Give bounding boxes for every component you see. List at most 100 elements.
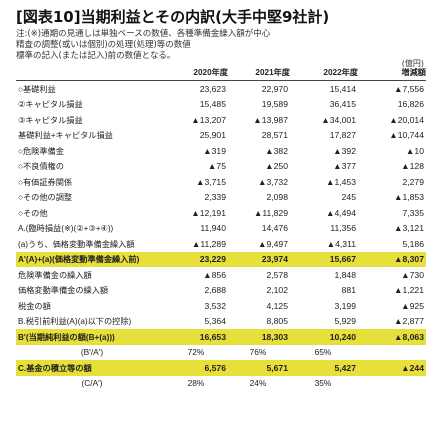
cell-value: 28% (187, 378, 205, 389)
table-row: (B'/A') 72% 76% 65% (16, 345, 426, 361)
cell-value: 23,974 (228, 251, 290, 267)
table-row: 危険準備金の繰入額 ▲856 2,578 1,848 ▲730 (16, 267, 426, 283)
cell-value: 3,532 (204, 300, 226, 311)
table-row: ○基礎利益 23,623 22,970 15,414 ▲7,556 (16, 81, 426, 97)
table-row: 税金の額 3,532 4,125 3,199 ▲925 (16, 298, 426, 314)
table-header-row: 2020年度 2021年度 2022年度 増減額 (16, 64, 426, 81)
cell-value: 4,125 (266, 300, 288, 311)
cell-value: 5,186 (402, 238, 424, 249)
row-label: ②キャピタル損益 (18, 100, 83, 110)
table-row: 価格変動準備金の繰入額 2,688 2,102 881 ▲1,221 (16, 283, 426, 299)
table-row: C.基金の積立等の額 6,576 5,671 5,427 ▲244 (16, 360, 426, 376)
table-row: ○その他 ▲12,191 ▲11,829 ▲4,494 7,335 (16, 205, 426, 221)
table-row: ③キャピタル損益 ▲13,207 ▲13,987 ▲34,001 ▲20,014 (16, 112, 426, 128)
cell-value: 35% (314, 378, 332, 389)
row-label: 危険準備金の繰入額 (18, 270, 92, 280)
cell-value: 23,229 (166, 251, 228, 267)
header-fy2022: 2022年度 (290, 64, 358, 81)
cell-value: 16,826 (397, 99, 424, 110)
cell-value: ▲1,453 (325, 176, 356, 187)
cell-value: 23,623 (199, 83, 226, 94)
row-label: ○基礎利益 (18, 84, 56, 94)
row-label: B'(当期純利益の額(B+(a))) (16, 329, 166, 345)
cell-value: ▲925 (401, 300, 424, 311)
cell-value: 1,848 (334, 269, 356, 280)
cell-value: 14,476 (261, 223, 288, 234)
header-fy2020: 2020年度 (166, 64, 228, 81)
cell-value: 2,339 (204, 192, 226, 203)
note-line-3: 標準の記入(または記入)前の数値となる。 (16, 51, 176, 61)
table-row: (C/A') 28% 24% 35% (16, 376, 426, 392)
cell-value: 28,571 (261, 130, 288, 141)
cell-value: 5,671 (228, 360, 290, 376)
row-label: A.(臨時損益(※)(②+③+④)) (18, 224, 114, 234)
table-body: ○基礎利益 23,623 22,970 15,414 ▲7,556 ②キャピタル損益 15,… (16, 81, 426, 392)
row-label: (a)うち、価格変動準備金繰入額 (18, 239, 135, 249)
row-label: ○不良債権の (18, 162, 64, 172)
cell-value: ▲730 (401, 269, 424, 280)
cell-value: 15,485 (199, 99, 226, 110)
cell-value: 2,102 (266, 285, 288, 296)
row-label: C.基金の積立等の額 (16, 360, 166, 376)
header-label-column (16, 64, 166, 81)
row-label: 税金の額 (18, 301, 51, 311)
cell-value: ▲11,829 (253, 207, 288, 218)
cell-value: ▲75 (207, 161, 226, 172)
row-label: ③キャピタル損益 (18, 115, 83, 125)
cell-value: 15,667 (290, 251, 358, 267)
cell-value: ▲244 (358, 360, 426, 376)
header-fy2021: 2021年度 (228, 64, 290, 81)
cell-value: ▲856 (203, 269, 226, 280)
cell-value (358, 345, 426, 361)
cell-value: ▲10 (405, 145, 424, 156)
cell-value: 2,578 (266, 269, 288, 280)
cell-value: ▲128 (401, 161, 424, 172)
cell-value: 24% (249, 378, 267, 389)
table-row: A'(A)+(a)(価格変動準備金繰入前) 23,229 23,974 15,667 ▲… (16, 251, 426, 267)
cell-value: 76% (249, 347, 267, 358)
cell-value: 5,427 (290, 360, 358, 376)
cell-value: ▲3,732 (257, 176, 288, 187)
cell-value: ▲4,311 (326, 238, 356, 249)
cell-value: 11,940 (200, 223, 226, 234)
cell-value: 22,970 (261, 83, 288, 94)
table-row: A.(臨時損益(※)(②+③+④)) 11,940 14,476 11,356 ▲3,1… (16, 221, 426, 237)
table-row: ○有価証券関係 ▲3,715 ▲3,732 ▲1,453 2,279 (16, 174, 426, 190)
cell-value: ▲10,744 (389, 130, 424, 141)
cell-value: ▲382 (265, 145, 288, 156)
row-label: B.税引前利益(A)(a)以下の控除) (18, 317, 132, 327)
table-row: 基礎利益+キャピタル損益 25,901 28,571 17,827 ▲10,744 (16, 128, 426, 144)
cell-value: 5,929 (334, 316, 356, 327)
cell-value: ▲13,207 (191, 114, 226, 125)
cell-value: 2,688 (204, 285, 226, 296)
cell-value: 6,576 (166, 360, 228, 376)
cell-value: ▲2,877 (393, 316, 424, 327)
cell-value: 10,240 (290, 329, 358, 345)
cell-value: ▲392 (333, 145, 356, 156)
row-label: ○その他 (18, 208, 48, 218)
row-label: 基礎利益+キャピタル損益 (18, 131, 113, 141)
cell-value: 65% (314, 347, 332, 358)
cell-value: 25,901 (199, 130, 226, 141)
row-label: (C/A') (81, 378, 103, 389)
cell-value: ▲12,191 (191, 207, 226, 218)
table-row: B'(当期純利益の額(B+(a))) 16,653 18,303 10,240 ▲8,0… (16, 329, 426, 345)
cell-value: ▲4,494 (325, 207, 356, 218)
table-row: ○危険準備金 ▲319 ▲382 ▲392 ▲10 (16, 143, 426, 159)
cell-value: 881 (341, 285, 356, 296)
table-row: (a)うち、価格変動準備金繰入額 ▲11,289 ▲9,497 ▲4,311 5,186 (16, 236, 426, 252)
cell-value: 18,303 (228, 329, 290, 345)
row-label: A'(A)+(a)(価格変動準備金繰入前) (16, 251, 166, 267)
cell-value: 16,653 (166, 329, 228, 345)
figure-title: [図表10]当期利益とその内訳(大手中堅9社計) (16, 8, 330, 26)
header-change: 増減額 (358, 64, 426, 81)
cell-value: ▲377 (333, 161, 356, 172)
table-row: ②キャピタル損益 15,485 19,589 36,415 16,826 (16, 97, 426, 113)
table-row: B.税引前利益(A)(a)以下の控除) 5,364 8,805 5,929 ▲2,877 (16, 314, 426, 330)
note-line-2: 精査の調整(或いは個別)の処理(処理)等の数値 (16, 40, 191, 50)
unit-label: (億円) (401, 59, 424, 68)
note-line-1: 注:(※)通期の見通しは単独ベースの数値、各種準備金繰入額が中心 (16, 29, 271, 39)
row-label: ○危険準備金 (18, 146, 64, 156)
profit-breakdown-table: 2020年度 2021年度 2022年度 増減額 ○基礎利益 23,623 22,9… (16, 64, 426, 391)
